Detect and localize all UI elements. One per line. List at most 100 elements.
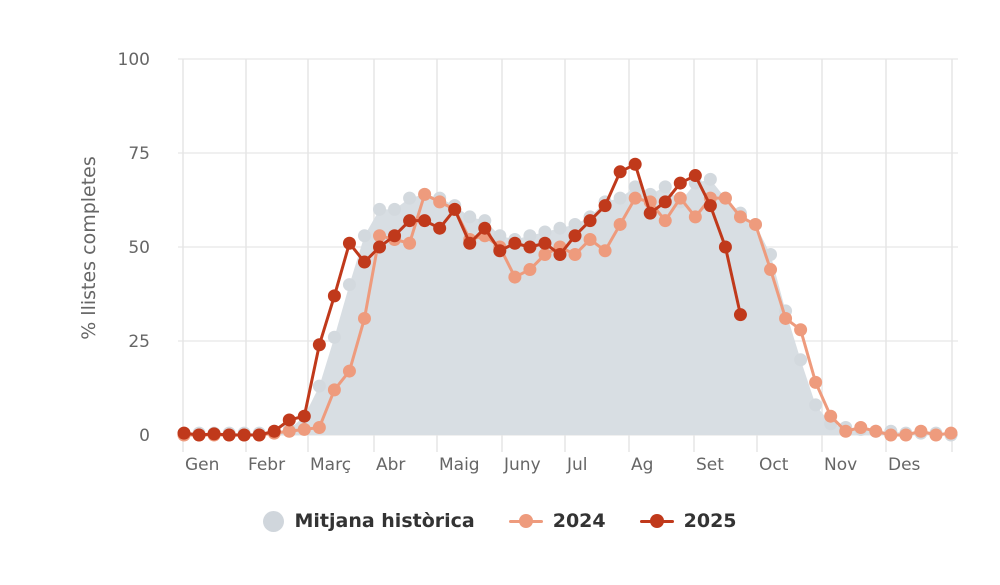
y-axis-ticks: 0 25 50 75 100 [118,50,150,446]
series-historic-average[interactable] [177,172,958,442]
data-point[interactable] [327,289,341,303]
x-tick-label: Set [696,455,724,475]
legend: Mitjana històrica 2024 2025 [0,503,1000,539]
data-point[interactable] [658,195,672,209]
data-point[interactable] [613,165,627,179]
data-point[interactable] [418,214,432,228]
data-point[interactable] [297,409,311,423]
x-tick-label: Jul [566,455,588,475]
data-point[interactable] [718,240,732,254]
series-2025[interactable] [177,157,747,442]
data-point[interactable] [613,217,627,231]
data-point[interactable] [523,263,537,277]
data-point[interactable] [703,199,717,213]
y-tick-label: 0 [139,426,150,446]
data-point[interactable] [884,428,898,442]
data-point[interactable] [869,424,883,438]
data-point[interactable] [192,428,206,442]
x-tick-label: Oct [759,455,789,475]
data-point[interactable] [433,221,447,235]
data-point[interactable] [538,236,552,250]
data-point[interactable] [628,157,642,171]
data-point[interactable] [523,240,537,254]
data-point[interactable] [598,199,612,213]
data-point[interactable] [237,428,251,442]
legend-label: 2025 [683,510,737,532]
data-point[interactable] [418,187,432,201]
data-point[interactable] [899,428,913,442]
data-point[interactable] [357,311,371,325]
y-tick-label: 25 [128,332,150,352]
data-point[interactable] [463,236,477,250]
data-point[interactable] [508,270,522,284]
data-point[interactable] [357,255,371,269]
data-point[interactable] [538,248,552,262]
data-point[interactable] [733,210,747,224]
data-point[interactable] [688,210,702,224]
data-point[interactable] [583,232,597,246]
data-point[interactable] [553,248,567,262]
data-point[interactable] [914,424,928,438]
data-point[interactable] [312,420,326,434]
data-point[interactable] [658,214,672,228]
y-tick-label: 100 [118,50,150,70]
data-point[interactable] [252,428,266,442]
legend-item-2025[interactable]: 2025 [639,510,737,532]
data-point[interactable] [342,236,356,250]
data-point[interactable] [433,195,447,209]
data-point[interactable] [267,424,281,438]
data-point[interactable] [282,424,296,438]
data-point[interactable] [448,202,462,216]
data-point[interactable] [839,424,853,438]
x-axis-ticks: Gen Febr Març Abr Maig Juny Jul Ag Set Oct Nov Des [185,455,921,475]
x-tick-label: Gen [185,455,219,475]
x-tick-label: Febr [248,455,285,475]
data-point[interactable] [403,214,417,228]
data-point[interactable] [342,364,356,378]
legend-label: Mitjana històrica [294,510,475,532]
legend-item-historic-average[interactable]: Mitjana històrica [263,510,475,532]
data-point[interactable] [583,214,597,228]
legend-symbol-circle-icon [263,510,285,532]
data-point[interactable] [388,229,402,243]
data-point[interactable] [508,236,522,250]
data-point[interactable] [207,427,221,441]
data-point[interactable] [327,383,341,397]
data-point[interactable] [312,338,326,352]
data-point[interactable] [809,375,823,389]
data-point[interactable] [824,409,838,423]
data-point[interactable] [598,244,612,258]
data-point[interactable] [643,206,657,220]
data-point[interactable] [373,240,387,254]
legend-item-2024[interactable]: 2024 [508,510,606,532]
data-point[interactable] [222,428,236,442]
data-point[interactable] [282,413,296,427]
x-tick-label: Ag [631,455,653,475]
data-point[interactable] [177,426,191,440]
data-point[interactable] [297,422,311,436]
y-tick-label: 50 [128,238,150,258]
data-point[interactable] [673,176,687,190]
data-point[interactable] [568,229,582,243]
data-point[interactable] [493,244,507,258]
data-point[interactable] [929,428,943,442]
data-point[interactable] [718,191,732,205]
data-point[interactable] [748,217,762,231]
x-tick-label: Juny [503,455,541,475]
x-tick-label: Nov [824,455,857,475]
data-point[interactable] [764,263,778,277]
data-point[interactable] [733,308,747,322]
data-point[interactable] [779,311,793,325]
data-point[interactable] [944,426,958,440]
data-point[interactable] [373,229,387,243]
data-point[interactable] [478,221,492,235]
data-point[interactable] [688,169,702,183]
data-point[interactable] [794,323,808,337]
data-point[interactable] [673,191,687,205]
data-point[interactable] [568,248,582,262]
data-point[interactable] [854,420,868,434]
data-point[interactable] [403,236,417,250]
x-tick-label: Abr [376,455,405,475]
data-point[interactable] [628,191,642,205]
legend-symbol-line-marker-icon [639,511,674,532]
